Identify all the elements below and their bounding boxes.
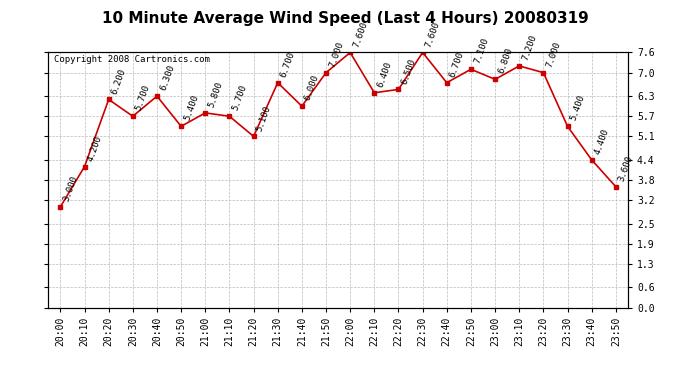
Text: 6.300: 6.300: [159, 64, 176, 92]
Text: 6.200: 6.200: [110, 67, 128, 95]
Text: 5.700: 5.700: [231, 84, 248, 112]
Text: 5.400: 5.400: [183, 94, 200, 122]
Text: 7.600: 7.600: [424, 20, 442, 48]
Text: 7.600: 7.600: [352, 20, 369, 48]
Text: 10 Minute Average Wind Speed (Last 4 Hours) 20080319: 10 Minute Average Wind Speed (Last 4 Hou…: [101, 11, 589, 26]
Text: 7.000: 7.000: [545, 40, 562, 69]
Text: 5.100: 5.100: [255, 104, 273, 132]
Text: 3.000: 3.000: [62, 174, 79, 202]
Text: 7.100: 7.100: [473, 37, 490, 65]
Text: 4.200: 4.200: [86, 134, 104, 162]
Text: 6.400: 6.400: [376, 60, 393, 88]
Text: 7.200: 7.200: [521, 33, 538, 62]
Text: 3.600: 3.600: [618, 154, 635, 183]
Text: 6.500: 6.500: [400, 57, 417, 85]
Text: Copyright 2008 Cartronics.com: Copyright 2008 Cartronics.com: [54, 55, 210, 64]
Text: 6.700: 6.700: [279, 50, 297, 78]
Text: 7.000: 7.000: [328, 40, 345, 69]
Text: 6.000: 6.000: [304, 74, 321, 102]
Text: 5.800: 5.800: [207, 80, 224, 109]
Text: 5.400: 5.400: [569, 94, 586, 122]
Text: 4.400: 4.400: [593, 128, 611, 156]
Text: 6.800: 6.800: [497, 47, 514, 75]
Text: 5.700: 5.700: [135, 84, 152, 112]
Text: 6.700: 6.700: [448, 50, 466, 78]
